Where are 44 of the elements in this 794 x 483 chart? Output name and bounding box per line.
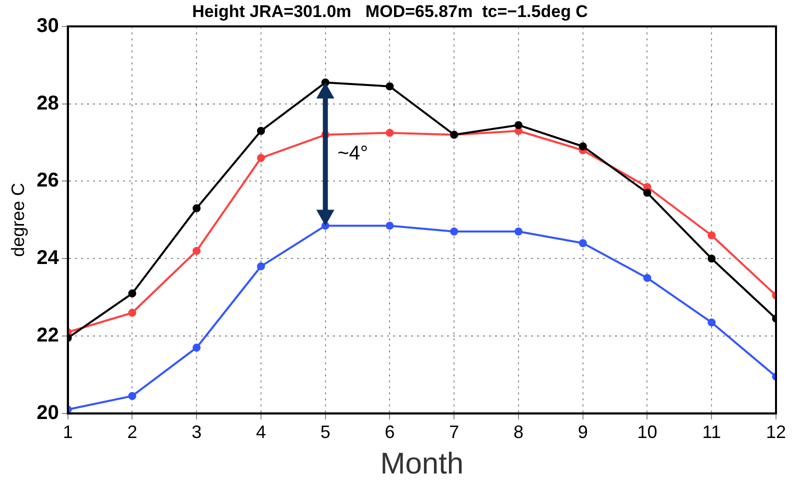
chart-title: Height JRA=301.0m MOD=65.87m tc=−1.5deg C [192,2,588,21]
point [708,318,716,326]
point [386,222,394,230]
point [578,142,587,150]
point [192,246,201,255]
y-tick-label: 30 [36,14,59,37]
point [256,262,265,270]
point [708,231,716,240]
y-tick-label: 26 [36,170,59,192]
point [514,121,522,130]
x-tick-label: 8 [513,422,524,442]
point [192,344,201,352]
point [256,154,265,162]
point [386,128,394,137]
x-tick-label: 6 [384,422,395,442]
x-tick-label: 12 [766,422,786,442]
point [386,82,394,90]
x-tick-label: 4 [256,422,266,442]
point [192,204,201,212]
x-tick-label: 1 [62,422,73,442]
point [128,289,136,298]
x-tick-label: 10 [637,422,658,442]
point [578,239,587,248]
point [450,228,458,236]
y-axis-title: degree C [8,182,28,257]
point [128,308,136,317]
x-tick-label: 3 [192,422,202,442]
y-tick-label: 22 [36,324,59,347]
x-tick-label: 11 [702,422,721,442]
annotation: ~4° [337,142,368,165]
x-tick-label: 7 [449,422,460,442]
x-tick-label: 5 [320,422,330,442]
y-tick-label: 20 [36,402,59,424]
point [128,392,136,400]
y-tick-label: 28 [36,92,59,114]
point [514,228,522,236]
x-tick-label: 2 [127,422,138,442]
y-tick-label: 24 [36,247,60,270]
point [708,254,716,263]
x-axis-title: Month [380,447,464,480]
point [643,188,652,197]
point [643,274,652,282]
point [256,126,265,135]
x-tick-label: 9 [578,422,588,442]
